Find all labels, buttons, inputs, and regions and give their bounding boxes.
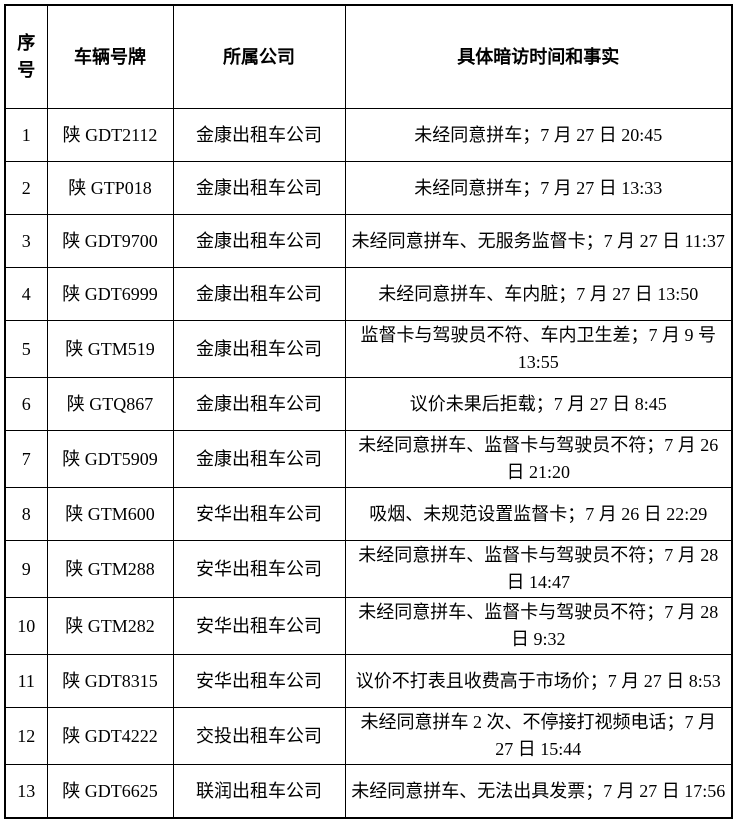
- cell-plate: 陕 GDT4222: [46, 707, 174, 765]
- cell-serial: 7: [4, 430, 48, 488]
- cell-facts: 吸烟、未规范设置监督卡；7 月 26 日 22:29: [344, 487, 733, 541]
- cell-company: 金康出租车公司: [172, 108, 346, 162]
- table-row: 3 陕 GDT9700 金康出租车公司 未经同意拼车、无服务监督卡；7 月 27…: [4, 214, 733, 268]
- cell-plate: 陕 GTM600: [46, 487, 174, 541]
- taxi-inspection-table: 序号 车辆号牌 所属公司 具体暗访时间和事实 1 陕 GDT2112 金康出租车…: [4, 4, 733, 819]
- cell-serial: 2: [4, 161, 48, 215]
- table-row: 9 陕 GTM288 安华出租车公司 未经同意拼车、监督卡与驾驶员不符；7 月 …: [4, 540, 733, 598]
- cell-serial: 11: [4, 654, 48, 708]
- cell-plate: 陕 GDT8315: [46, 654, 174, 708]
- cell-company: 安华出租车公司: [172, 654, 346, 708]
- cell-facts: 未经同意拼车、监督卡与驾驶员不符；7 月 28 日 14:47: [344, 540, 733, 598]
- cell-company: 金康出租车公司: [172, 267, 346, 321]
- table-row: 8 陕 GTM600 安华出租车公司 吸烟、未规范设置监督卡；7 月 26 日 …: [4, 487, 733, 541]
- cell-company: 金康出租车公司: [172, 161, 346, 215]
- cell-facts: 未经同意拼车、监督卡与驾驶员不符；7 月 26 日 21:20: [344, 430, 733, 488]
- cell-plate: 陕 GTQ867: [46, 377, 174, 431]
- cell-company: 金康出租车公司: [172, 320, 346, 378]
- cell-company: 金康出租车公司: [172, 377, 346, 431]
- cell-serial: 12: [4, 707, 48, 765]
- cell-serial: 6: [4, 377, 48, 431]
- cell-serial: 9: [4, 540, 48, 598]
- cell-facts: 议价未果后拒载；7 月 27 日 8:45: [344, 377, 733, 431]
- cell-facts: 未经同意拼车；7 月 27 日 13:33: [344, 161, 733, 215]
- cell-facts: 未经同意拼车；7 月 27 日 20:45: [344, 108, 733, 162]
- cell-facts: 未经同意拼车、无法出具发票；7 月 27 日 17:56: [344, 764, 733, 819]
- header-row: 序号 车辆号牌 所属公司 具体暗访时间和事实: [4, 4, 733, 109]
- table-row: 10 陕 GTM282 安华出租车公司 未经同意拼车、监督卡与驾驶员不符；7 月…: [4, 597, 733, 655]
- column-header-plate: 车辆号牌: [46, 4, 174, 109]
- table-row: 13 陕 GDT6625 联润出租车公司 未经同意拼车、无法出具发票；7 月 2…: [4, 764, 733, 819]
- cell-plate: 陕 GTP018: [46, 161, 174, 215]
- cell-plate: 陕 GDT6999: [46, 267, 174, 321]
- cell-plate: 陕 GTM519: [46, 320, 174, 378]
- cell-plate: 陕 GDT2112: [46, 108, 174, 162]
- table-row: 11 陕 GDT8315 安华出租车公司 议价不打表且收费高于市场价；7 月 2…: [4, 654, 733, 708]
- cell-plate: 陕 GDT9700: [46, 214, 174, 268]
- cell-company: 金康出租车公司: [172, 430, 346, 488]
- cell-facts: 议价不打表且收费高于市场价；7 月 27 日 8:53: [344, 654, 733, 708]
- cell-company: 安华出租车公司: [172, 597, 346, 655]
- cell-facts: 未经同意拼车、监督卡与驾驶员不符；7 月 28 日 9:32: [344, 597, 733, 655]
- cell-serial: 3: [4, 214, 48, 268]
- cell-company: 联润出租车公司: [172, 764, 346, 819]
- table-row: 6 陕 GTQ867 金康出租车公司 议价未果后拒载；7 月 27 日 8:45: [4, 377, 733, 431]
- table-row: 12 陕 GDT4222 交投出租车公司 未经同意拼车 2 次、不停接打视频电话…: [4, 707, 733, 765]
- table-row: 7 陕 GDT5909 金康出租车公司 未经同意拼车、监督卡与驾驶员不符；7 月…: [4, 430, 733, 488]
- table-row: 1 陕 GDT2112 金康出租车公司 未经同意拼车；7 月 27 日 20:4…: [4, 108, 733, 162]
- cell-plate: 陕 GDT5909: [46, 430, 174, 488]
- cell-plate: 陕 GTM288: [46, 540, 174, 598]
- cell-company: 金康出租车公司: [172, 214, 346, 268]
- cell-facts: 未经同意拼车、车内脏；7 月 27 日 13:50: [344, 267, 733, 321]
- cell-company: 交投出租车公司: [172, 707, 346, 765]
- column-header-serial: 序号: [4, 4, 48, 109]
- table-header: 序号 车辆号牌 所属公司 具体暗访时间和事实: [4, 4, 733, 109]
- cell-serial: 5: [4, 320, 48, 378]
- cell-plate: 陕 GTM282: [46, 597, 174, 655]
- cell-facts: 未经同意拼车、无服务监督卡；7 月 27 日 11:37: [344, 214, 733, 268]
- cell-facts: 未经同意拼车 2 次、不停接打视频电话；7 月 27 日 15:44: [344, 707, 733, 765]
- table-row: 2 陕 GTP018 金康出租车公司 未经同意拼车；7 月 27 日 13:33: [4, 161, 733, 215]
- cell-company: 安华出租车公司: [172, 487, 346, 541]
- cell-serial: 10: [4, 597, 48, 655]
- cell-serial: 1: [4, 108, 48, 162]
- cell-company: 安华出租车公司: [172, 540, 346, 598]
- table-row: 4 陕 GDT6999 金康出租车公司 未经同意拼车、车内脏；7 月 27 日 …: [4, 267, 733, 321]
- column-header-company: 所属公司: [172, 4, 346, 109]
- column-header-facts: 具体暗访时间和事实: [344, 4, 733, 109]
- cell-facts: 监督卡与驾驶员不符、车内卫生差；7 月 9 号 13:55: [344, 320, 733, 378]
- table-row: 5 陕 GTM519 金康出租车公司 监督卡与驾驶员不符、车内卫生差；7 月 9…: [4, 320, 733, 378]
- cell-serial: 8: [4, 487, 48, 541]
- cell-serial: 4: [4, 267, 48, 321]
- cell-serial: 13: [4, 764, 48, 819]
- cell-plate: 陕 GDT6625: [46, 764, 174, 819]
- table-body: 1 陕 GDT2112 金康出租车公司 未经同意拼车；7 月 27 日 20:4…: [4, 108, 733, 819]
